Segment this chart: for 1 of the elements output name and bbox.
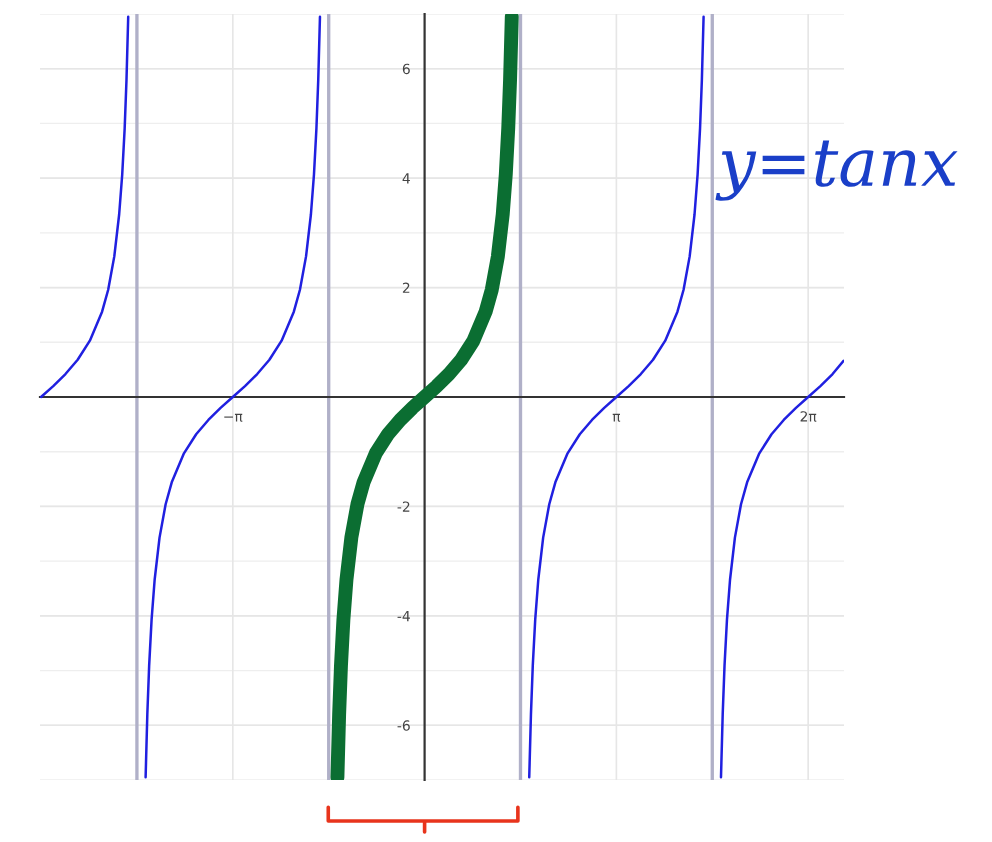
annotation: y=tanx (715, 140, 958, 201)
